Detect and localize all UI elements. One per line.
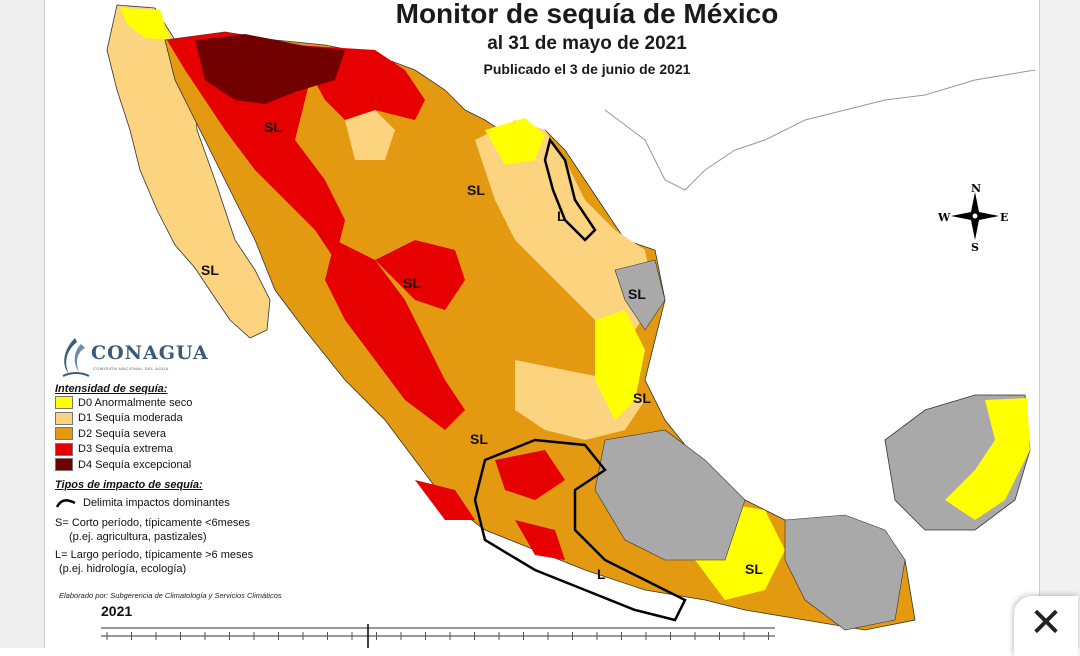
label-sl-chiapas: SL	[745, 561, 763, 577]
legend-short-term-example: (p.ej. agricultura, pastizales)	[69, 530, 207, 543]
legend-item-d0: D0 Anormalmente seco	[55, 395, 345, 411]
legend-label-d3: D3 Sequía extrema	[78, 443, 173, 456]
d3-durango	[375, 240, 465, 310]
compass-s: S	[971, 241, 979, 254]
legend-label-d2: D2 Sequía severa	[78, 427, 167, 440]
legend-label-d4: D4 Sequía excepcional	[78, 458, 192, 471]
legend-item-d2: D2 Sequía severa	[55, 426, 345, 442]
label-sl-veracruz-north: SL	[628, 286, 646, 302]
impact-line-central	[473, 438, 687, 622]
legend-swatch-d1	[55, 411, 73, 425]
legend-impact-title: Tipos de impacto de sequía:	[55, 478, 203, 491]
legend-impact-line-label: Delimita impactos dominantes	[83, 496, 230, 509]
label-sl-veracruz-center: SL	[633, 390, 651, 406]
no-drought-chiapas	[784, 514, 906, 631]
legend-item-d3: D3 Sequía extrema	[55, 442, 345, 458]
map-canvas: N S E W	[62, 4, 1036, 648]
legend-item-d1: D1 Sequía moderada	[55, 411, 345, 427]
legend-swatch-d2	[55, 427, 73, 441]
credit-text: Elaborado por: Subgerencia de Climatolog…	[59, 591, 282, 600]
d3-michoacan	[495, 450, 565, 500]
right-margin	[1038, 0, 1080, 648]
published-date: Publicado el 3 de junio de 2021	[483, 61, 691, 77]
conagua-logo-subtext: COMISIÓN NACIONAL DEL AGUA	[93, 366, 169, 371]
d1-sonora	[345, 110, 395, 160]
label-sl-sonora: SL	[264, 119, 282, 135]
label-l-tamaulipas: L	[557, 208, 566, 224]
timeline-ticks	[106, 632, 769, 640]
timeline-year: 2021	[101, 603, 133, 619]
label-sl-baja: SL	[201, 262, 219, 278]
legend-impact-line: Delimita impactos dominantes	[55, 496, 345, 510]
d0-tamaulipas	[485, 118, 545, 165]
drought-map: N S E W Monitor de sequía de México al 3…	[44, 0, 1040, 648]
d3-oaxaca	[515, 520, 565, 560]
legend-short-term-label: S= Corto período, típicamente <6meses	[55, 516, 251, 529]
compass-w: W	[937, 211, 951, 224]
d3-west-coast	[325, 240, 465, 430]
legend-label-d1: D1 Sequía moderada	[78, 412, 183, 425]
compass-e: E	[1000, 211, 1008, 224]
d0-veracruz	[595, 310, 645, 420]
impact-line-tamaulipas	[543, 137, 597, 242]
conagua-logo-icon	[62, 338, 90, 377]
map-title: Monitor de sequía de México	[395, 0, 779, 29]
label-l-oaxaca: L	[597, 566, 606, 582]
close-icon: ✕	[1029, 601, 1063, 645]
legend-long-term-example: (p.ej. hidrología, ecología)	[59, 562, 187, 575]
us-coastline	[604, 69, 1036, 191]
timeline	[101, 624, 775, 648]
baja-d0	[120, 8, 170, 40]
legend-long-term-label: L= Largo período, típicamente >6 meses	[55, 548, 254, 561]
label-sl-jalisco: SL	[470, 431, 488, 447]
legend-label-d0: D0 Anormalmente seco	[78, 396, 193, 409]
d1-north-east	[475, 120, 655, 330]
legend: Intensidad de sequía: D0 Anormalmente se…	[55, 383, 345, 576]
legend-swatch-d0	[55, 396, 73, 410]
compass-n: N	[971, 182, 981, 195]
legend-item-d4: D4 Sequía excepcional	[55, 457, 345, 473]
label-sl-coahuila: SL	[467, 182, 485, 198]
left-margin	[0, 0, 44, 648]
close-button[interactable]: ✕	[1014, 596, 1078, 656]
no-drought-center	[594, 429, 746, 561]
d4-sonora-chihuahua	[195, 34, 345, 104]
label-sl-durango: SL	[403, 275, 421, 291]
no-drought-southeast	[614, 259, 666, 331]
compass-rose	[951, 192, 999, 240]
impact-line-icon	[55, 498, 76, 508]
d0-quintana-roo	[945, 398, 1030, 520]
legend-intensity-title: Intensidad de sequía:	[55, 383, 168, 395]
legend-swatch-d3	[55, 442, 73, 456]
legend-short-term: S= Corto período, típicamente <6meses (p…	[55, 516, 345, 544]
legend-swatch-d4	[55, 458, 73, 472]
conagua-logo-name: CONAGUA	[91, 342, 209, 364]
legend-long-term: L= Largo período, típicamente >6 meses (…	[55, 548, 345, 576]
map-subtitle: al 31 de mayo de 2021	[487, 33, 687, 54]
d3-guerrero-coast	[415, 480, 475, 520]
